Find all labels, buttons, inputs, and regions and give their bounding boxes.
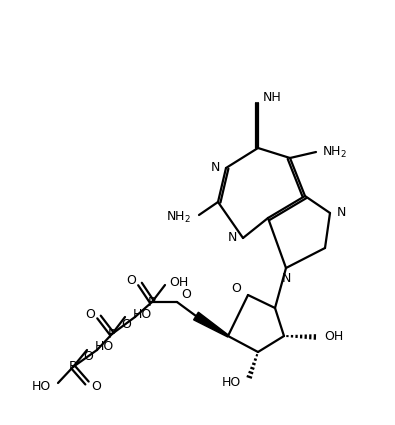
Text: HO: HO (221, 376, 241, 388)
Text: O: O (91, 380, 101, 393)
Text: O: O (126, 275, 136, 287)
Text: OH: OH (324, 329, 344, 343)
Text: N: N (227, 230, 237, 244)
Text: O: O (85, 308, 95, 320)
Text: NH$_2$: NH$_2$ (322, 144, 346, 159)
Text: HO: HO (31, 380, 51, 393)
Text: O: O (181, 289, 191, 301)
Text: P: P (148, 295, 156, 309)
Text: P: P (108, 328, 116, 340)
Text: O: O (121, 317, 131, 331)
Polygon shape (194, 312, 229, 337)
Text: N: N (281, 272, 291, 284)
Text: NH$_2$: NH$_2$ (166, 210, 190, 224)
Text: N: N (210, 161, 220, 173)
Text: NH: NH (263, 91, 281, 104)
Text: OH: OH (169, 275, 189, 289)
Text: O: O (231, 281, 241, 295)
Text: N: N (336, 206, 346, 218)
Text: HO: HO (132, 308, 152, 320)
Text: O: O (83, 351, 93, 363)
Text: HO: HO (94, 340, 114, 354)
Text: P: P (69, 360, 77, 374)
